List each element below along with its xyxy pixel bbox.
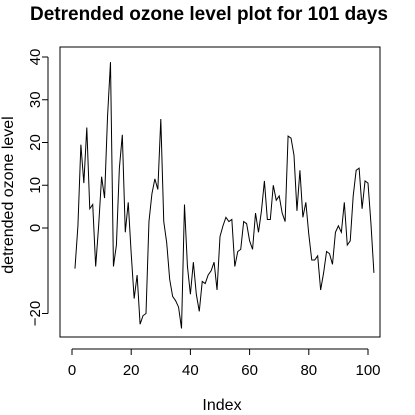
series-line [74,62,375,329]
x-axis: 0 20 40 60 80 100 [68,348,381,379]
x-tick-label: 0 [68,362,76,379]
y-axis-label: detrended ozone level [0,116,17,273]
y-tick-label: 40 [27,49,44,66]
y-tick-label: −20 [27,301,44,326]
plot-frame [59,46,381,338]
x-tick-label: 60 [241,362,258,379]
y-tick-label: 20 [27,134,44,151]
x-tick-label: 20 [123,362,140,379]
x-tick-label: 40 [182,362,199,379]
y-tick-label: 10 [27,177,44,194]
x-tick-label: 80 [300,362,317,379]
y-tick-label: 0 [27,224,44,232]
chart-title: Detrended ozone level plot for 101 days [30,4,388,25]
x-tick-label: 100 [355,362,380,379]
x-axis-label: Index [202,397,241,414]
y-axis: −20 0 10 20 30 40 [27,49,49,326]
y-tick-label: 30 [27,91,44,108]
